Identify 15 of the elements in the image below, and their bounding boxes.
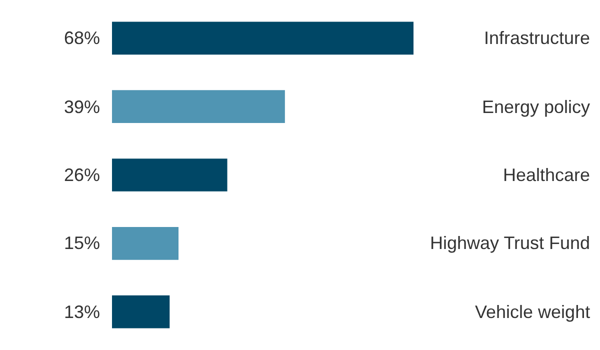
y-tick-label: Highway Trust Fund	[430, 233, 590, 253]
y-tick-label: Energy policy	[482, 97, 590, 117]
bar	[112, 295, 170, 328]
bar	[112, 90, 285, 124]
y-tick-label: Vehicle weight	[475, 302, 590, 322]
y-tick-label: Healthcare	[503, 165, 590, 185]
data-label: 15%	[64, 233, 100, 253]
data-label: 39%	[64, 97, 100, 117]
bar	[112, 226, 179, 260]
bar	[112, 22, 414, 55]
data-label: 26%	[64, 165, 100, 185]
y-tick-label: Infrastructure	[484, 28, 590, 48]
bar	[112, 158, 228, 192]
data-label: 68%	[64, 28, 100, 48]
data-label: 13%	[64, 302, 100, 322]
